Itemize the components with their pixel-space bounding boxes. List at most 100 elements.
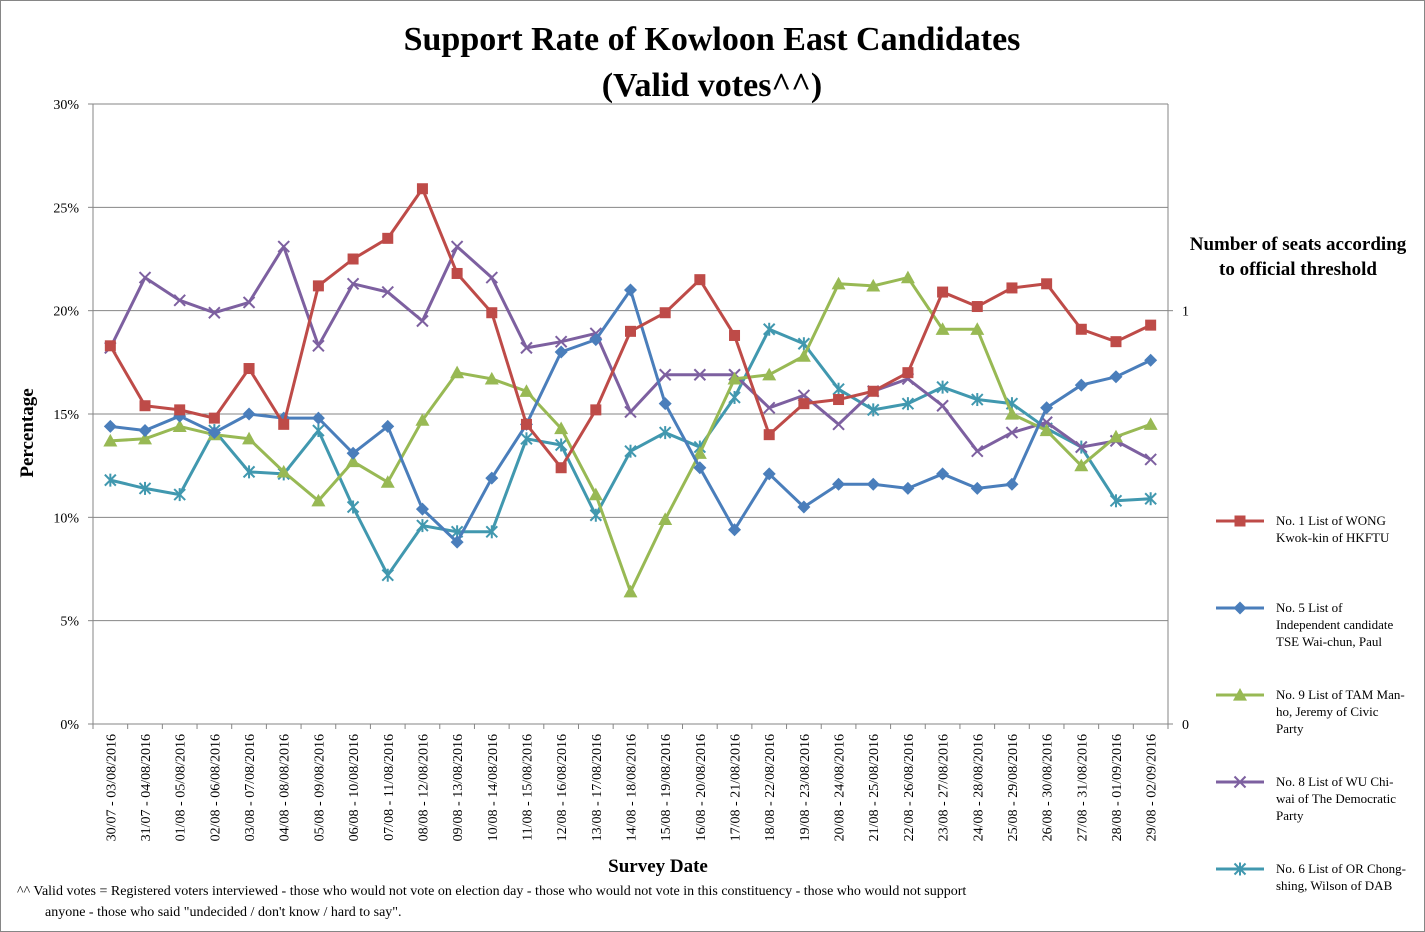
y2-axis-ticks: 01 bbox=[1168, 305, 1189, 733]
series-4 bbox=[104, 240, 1157, 466]
diamond-marker bbox=[450, 535, 464, 549]
diamond-marker bbox=[415, 502, 429, 516]
star-marker bbox=[728, 390, 741, 404]
square-marker bbox=[729, 329, 741, 341]
x-tick-label: 29/08 - 02/09/2016 bbox=[1145, 734, 1160, 841]
chart-subtitle: (Valid votes^^) bbox=[602, 67, 823, 104]
square-marker bbox=[555, 462, 567, 474]
triangle-marker bbox=[692, 446, 707, 459]
x-tick-label: 18/08 - 22/08/2016 bbox=[763, 734, 778, 841]
star-marker bbox=[416, 519, 429, 533]
x-marker bbox=[242, 296, 256, 309]
square-marker bbox=[590, 404, 602, 416]
square-marker bbox=[937, 286, 949, 298]
star-marker bbox=[381, 568, 394, 582]
y-tick-label: 0% bbox=[60, 718, 79, 733]
diamond-marker bbox=[589, 333, 603, 347]
x-marker bbox=[208, 306, 221, 319]
star-marker bbox=[138, 481, 152, 495]
star-marker bbox=[312, 424, 325, 438]
diamond-marker bbox=[901, 481, 915, 495]
square-marker bbox=[1145, 319, 1157, 331]
y2-axis-title-line-2: to official threshold bbox=[1219, 259, 1377, 280]
star-marker bbox=[485, 525, 498, 539]
triangle-marker bbox=[554, 421, 569, 435]
square-marker bbox=[347, 253, 359, 265]
diamond-marker bbox=[103, 419, 117, 433]
triangle-marker bbox=[831, 276, 846, 290]
x-tick-label: 19/08 - 23/08/2016 bbox=[798, 734, 813, 841]
triangle-marker bbox=[1108, 429, 1123, 443]
footnote: ^^ Valid votes = Registered voters inter… bbox=[17, 884, 966, 920]
series-1 bbox=[104, 183, 1157, 474]
star-marker bbox=[1109, 494, 1123, 508]
x-tick-label: 05/08 - 09/08/2016 bbox=[312, 734, 327, 841]
x-marker bbox=[554, 335, 568, 348]
diamond-marker bbox=[381, 419, 395, 433]
triangle-marker bbox=[311, 493, 326, 507]
footnote-line-1: ^^ Valid votes = Registered voters inter… bbox=[17, 884, 966, 899]
square-marker bbox=[1075, 323, 1087, 335]
square-marker bbox=[1041, 278, 1053, 290]
square-marker bbox=[520, 418, 532, 430]
triangle-marker bbox=[762, 367, 777, 381]
diamond-marker bbox=[346, 446, 360, 460]
y2-axis-title: Number of seats according to official th… bbox=[1190, 234, 1407, 280]
y-axis-title: Percentage bbox=[17, 388, 38, 477]
diamond-marker bbox=[658, 397, 672, 411]
square-marker bbox=[763, 429, 775, 441]
x-marker bbox=[1233, 775, 1247, 789]
triangle-marker bbox=[623, 584, 638, 598]
x-tick-label: 14/08 - 18/08/2016 bbox=[625, 734, 640, 841]
square-marker bbox=[694, 274, 706, 286]
diamond-marker bbox=[762, 467, 776, 481]
triangle-marker bbox=[1004, 407, 1019, 420]
star-marker bbox=[901, 397, 915, 411]
x-tick-label: 10/08 - 14/08/2016 bbox=[486, 734, 501, 841]
star-marker bbox=[971, 393, 984, 407]
diamond-marker bbox=[1040, 401, 1054, 415]
square-marker bbox=[278, 418, 290, 430]
square-marker bbox=[382, 232, 394, 244]
y-tick-label: 25% bbox=[53, 201, 79, 216]
star-marker bbox=[624, 444, 637, 458]
diamond-marker bbox=[242, 407, 256, 421]
x-tick-label: 21/08 - 25/08/2016 bbox=[867, 734, 882, 841]
star-marker bbox=[1144, 492, 1157, 506]
triangle-marker bbox=[935, 322, 950, 335]
square-marker bbox=[625, 325, 636, 337]
star-marker bbox=[658, 426, 672, 440]
legend-item: No. 1 List of WONG Kwok-kin of HKFTU bbox=[1216, 513, 1390, 545]
triangle-marker bbox=[727, 371, 742, 385]
x-tick-label: 09/08 - 13/08/2016 bbox=[451, 734, 466, 841]
x-marker bbox=[1005, 426, 1019, 439]
diamond-marker bbox=[311, 411, 325, 425]
triangle-marker bbox=[519, 384, 534, 397]
triangle-marker bbox=[1233, 688, 1247, 701]
x-marker bbox=[450, 240, 464, 253]
legend-label: Independent candidate bbox=[1276, 617, 1394, 632]
y2-axis-title-line-1: Number of seats according bbox=[1190, 234, 1407, 255]
triangle-marker bbox=[1074, 458, 1089, 472]
x-tick-label: 27/08 - 31/08/2016 bbox=[1075, 734, 1090, 841]
diamond-marker bbox=[970, 481, 984, 495]
triangle-marker bbox=[450, 365, 465, 379]
star-marker bbox=[589, 508, 603, 522]
x-tick-label: 28/08 - 01/09/2016 bbox=[1110, 734, 1125, 841]
legend-label: shing, Wilson of DAB bbox=[1276, 878, 1393, 893]
x-tick-label: 15/08 - 19/08/2016 bbox=[659, 734, 674, 841]
triangle-marker bbox=[276, 464, 291, 478]
legend-label: wai of The Democratic bbox=[1276, 791, 1396, 806]
x-tick-label: 12/08 - 16/08/2016 bbox=[555, 734, 570, 841]
legend-item: No. 8 List of WU Chi-wai of The Democrat… bbox=[1216, 774, 1396, 823]
diamond-marker bbox=[624, 283, 637, 297]
legend-item: No. 6 List of OR Chong-shing, Wilson of … bbox=[1216, 861, 1406, 893]
diamond-marker bbox=[138, 424, 152, 438]
legend-item: No. 5 List of Independent candidate TSE Wa… bbox=[1216, 600, 1394, 649]
star-marker bbox=[936, 380, 949, 394]
triangle-marker bbox=[1143, 417, 1158, 430]
triangle-marker bbox=[866, 278, 881, 292]
star-marker bbox=[832, 382, 845, 396]
